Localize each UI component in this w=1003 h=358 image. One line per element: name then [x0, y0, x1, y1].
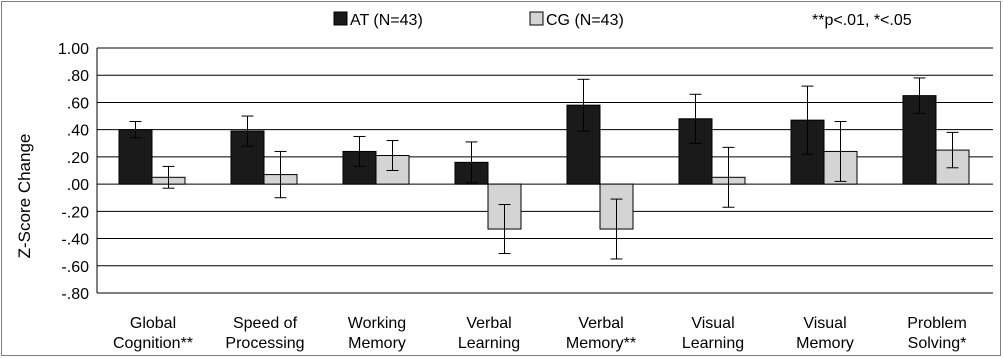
significance-note: **p<.01, *<.05: [812, 12, 912, 29]
y-tick-labels: 1.00 .80 .60 .40 .20 .00 -.20 -.40 -.60 -.80: [58, 41, 89, 303]
x-tick-label: Solving*: [908, 335, 967, 352]
x-tick-label: Global: [130, 315, 176, 332]
x-tick-label: Processing: [225, 335, 304, 352]
legend-label: AT (N=43): [350, 12, 423, 29]
x-tick-label: Cognition**: [113, 335, 193, 352]
y-tick-label: .20: [67, 150, 89, 167]
x-tick-label: Speed of: [233, 315, 298, 332]
y-tick-label: -.80: [61, 286, 89, 303]
y-tick-label: 1.00: [58, 41, 89, 58]
x-tick-label: Visual: [691, 315, 734, 332]
x-tick-label: Memory: [796, 335, 854, 352]
y-tick-label: -.40: [61, 232, 89, 249]
y-tick-label: -.60: [61, 259, 89, 276]
x-tick-label: Problem: [907, 315, 967, 332]
y-tick-label: .80: [67, 68, 89, 85]
y-axis-label: Z-Score Change: [15, 134, 34, 259]
x-tick-label: Visual: [803, 315, 846, 332]
legend-swatch: [529, 11, 544, 26]
x-tick-label: Learning: [682, 335, 744, 352]
x-tick-label: Working: [348, 315, 406, 332]
y-tick-label: .40: [67, 123, 89, 140]
y-tick-label: -.20: [61, 204, 89, 221]
x-tick-label: Memory: [348, 335, 406, 352]
y-tick-label: .00: [67, 177, 89, 194]
x-tick-label: Verbal: [466, 315, 511, 332]
x-tick-label: Memory**: [566, 335, 636, 352]
x-tick-label: Learning: [458, 335, 520, 352]
legend-swatch: [333, 11, 348, 26]
bars: [118, 95, 970, 230]
legend-label: CG (N=43): [546, 12, 624, 29]
x-tick-labels: Global Cognition** Speed of Processing Worki…: [113, 315, 967, 352]
x-tick-label: Verbal: [578, 315, 623, 332]
y-tick-label: .60: [67, 95, 89, 112]
error-bars: [129, 77, 959, 260]
legend: AT (N=43) CG (N=43): [333, 11, 624, 29]
bar-at-0: [118, 129, 153, 185]
